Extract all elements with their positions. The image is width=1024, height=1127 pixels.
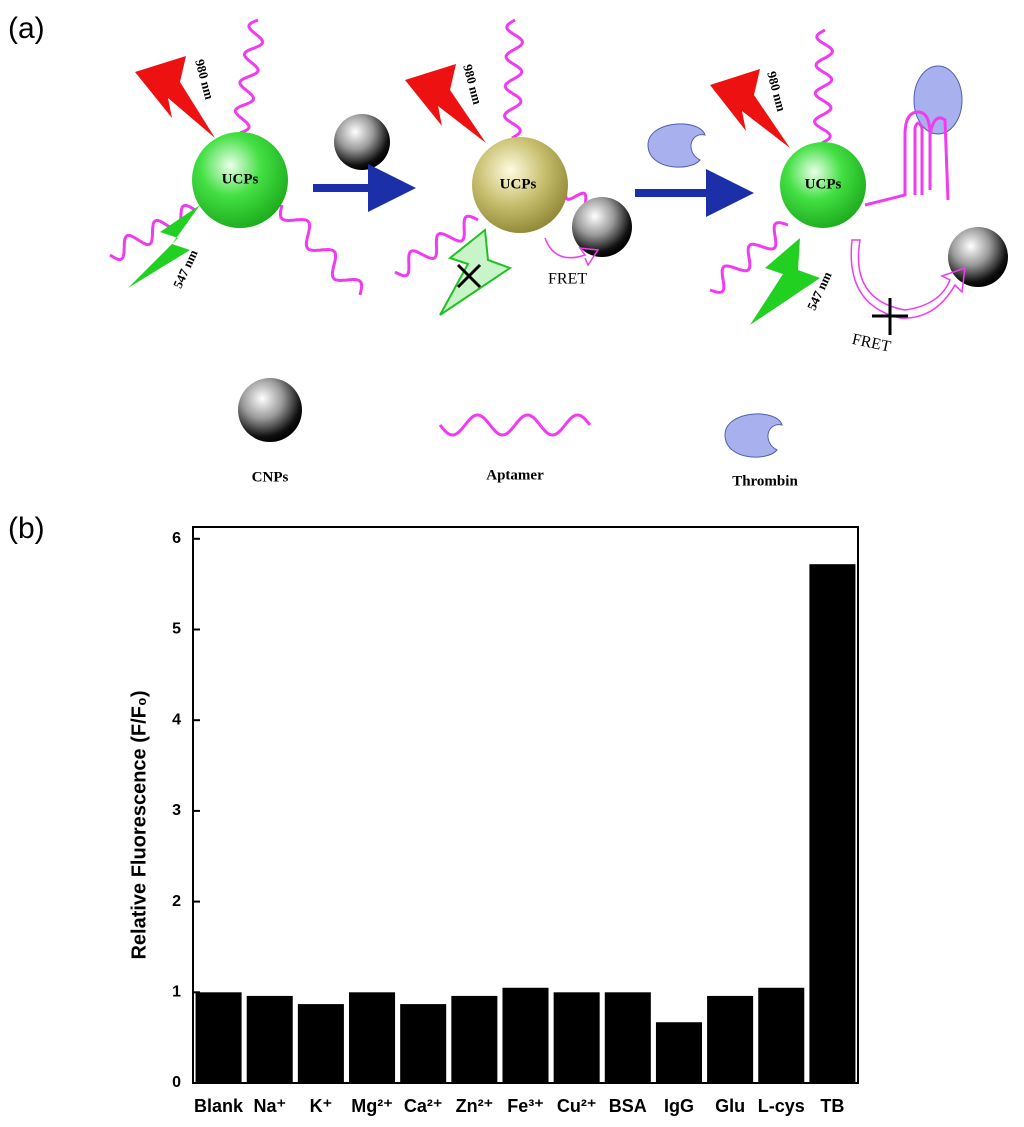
y-tick-label: 0 xyxy=(172,1074,181,1091)
x-tick-label: Na⁺ xyxy=(253,1096,286,1116)
aptamer xyxy=(109,203,196,262)
bar xyxy=(195,992,242,1083)
legend-label: Aptamer xyxy=(486,467,544,483)
x-tick-label: Zn²⁺ xyxy=(456,1096,494,1116)
cnp-particle xyxy=(948,227,1008,287)
excitation-label: 980 nm xyxy=(764,70,789,113)
y-tick-label: 4 xyxy=(172,711,181,728)
bar xyxy=(809,564,856,1083)
x-tick-label: Ca²⁺ xyxy=(404,1096,443,1116)
aptamer-hairpin xyxy=(864,110,950,207)
aptamer xyxy=(438,413,592,437)
y-tick-label: 3 xyxy=(172,802,181,819)
panel-label: (b) xyxy=(8,512,45,545)
fret-label: FRET xyxy=(850,331,892,356)
ucp-particle xyxy=(192,132,288,228)
fret-label: FRET xyxy=(548,271,587,288)
excitation-label: 980 nm xyxy=(192,58,217,101)
aptamer xyxy=(709,221,789,294)
x-tick-label: Fe³⁺ xyxy=(507,1096,544,1116)
bar xyxy=(246,995,293,1083)
excitation-label: 980 nm xyxy=(460,63,485,106)
aptamer xyxy=(278,204,364,296)
thrombin xyxy=(647,123,706,168)
x-tick-label: IgG xyxy=(664,1096,694,1116)
bar xyxy=(297,1004,344,1083)
y-tick-label: 1 xyxy=(172,984,181,1001)
aptamer xyxy=(233,18,265,135)
cnp-particle xyxy=(334,114,390,170)
x-tick-label: TB xyxy=(820,1096,844,1116)
cnp-particle xyxy=(238,378,302,442)
ucp-particle xyxy=(472,137,568,233)
blocked-mark xyxy=(872,298,908,335)
excitation-bolt xyxy=(405,64,486,143)
thrombin xyxy=(724,413,783,458)
particle-label: UCPs xyxy=(222,171,259,187)
x-tick-label: L-cys xyxy=(758,1096,805,1116)
bar xyxy=(604,992,651,1083)
particle-label: UCPs xyxy=(805,176,842,192)
emission-bolt xyxy=(439,228,513,316)
y-tick-label: 2 xyxy=(172,893,181,910)
bar xyxy=(400,1004,447,1083)
bar xyxy=(758,987,805,1083)
bar xyxy=(502,987,549,1083)
x-tick-label: BSA xyxy=(609,1096,647,1116)
x-tick-label: Glu xyxy=(715,1096,745,1116)
y-axis-label: Relative Fluorescence (F/F₀) xyxy=(128,690,150,959)
legend-label: CNPs xyxy=(252,469,289,485)
x-tick-label: Cu²⁺ xyxy=(557,1096,597,1116)
bar xyxy=(655,1022,702,1083)
x-tick-label: Blank xyxy=(194,1096,244,1116)
aptamer xyxy=(813,28,834,145)
y-tick-label: 5 xyxy=(172,621,181,638)
emission-bolt xyxy=(128,205,200,288)
fret-arrow xyxy=(850,239,966,319)
excitation-bolt xyxy=(710,69,790,148)
x-tick-label: K⁺ xyxy=(310,1096,333,1116)
bar xyxy=(349,992,396,1083)
emission-bolt xyxy=(750,238,820,325)
fret-arrow xyxy=(544,237,600,267)
bar xyxy=(707,995,754,1083)
panel-label: (a) xyxy=(8,12,45,45)
ucp-particle xyxy=(780,142,866,228)
aptamer xyxy=(394,214,479,278)
bar xyxy=(451,995,498,1083)
aptamer xyxy=(503,18,524,140)
x-tick-label: Mg²⁺ xyxy=(351,1096,392,1116)
bar-chart: 0 1 2 3 4 5 6 Relative Fluorescence (F/F₀) Blank… xyxy=(128,526,859,1116)
particle-label: UCPs xyxy=(500,176,537,192)
excitation-bolt xyxy=(135,56,215,138)
bar xyxy=(553,992,600,1083)
cnp-particle xyxy=(572,197,632,257)
y-tick-label: 6 xyxy=(172,530,181,547)
blocked-mark xyxy=(456,263,482,289)
legend-label: Thrombin xyxy=(732,473,798,489)
